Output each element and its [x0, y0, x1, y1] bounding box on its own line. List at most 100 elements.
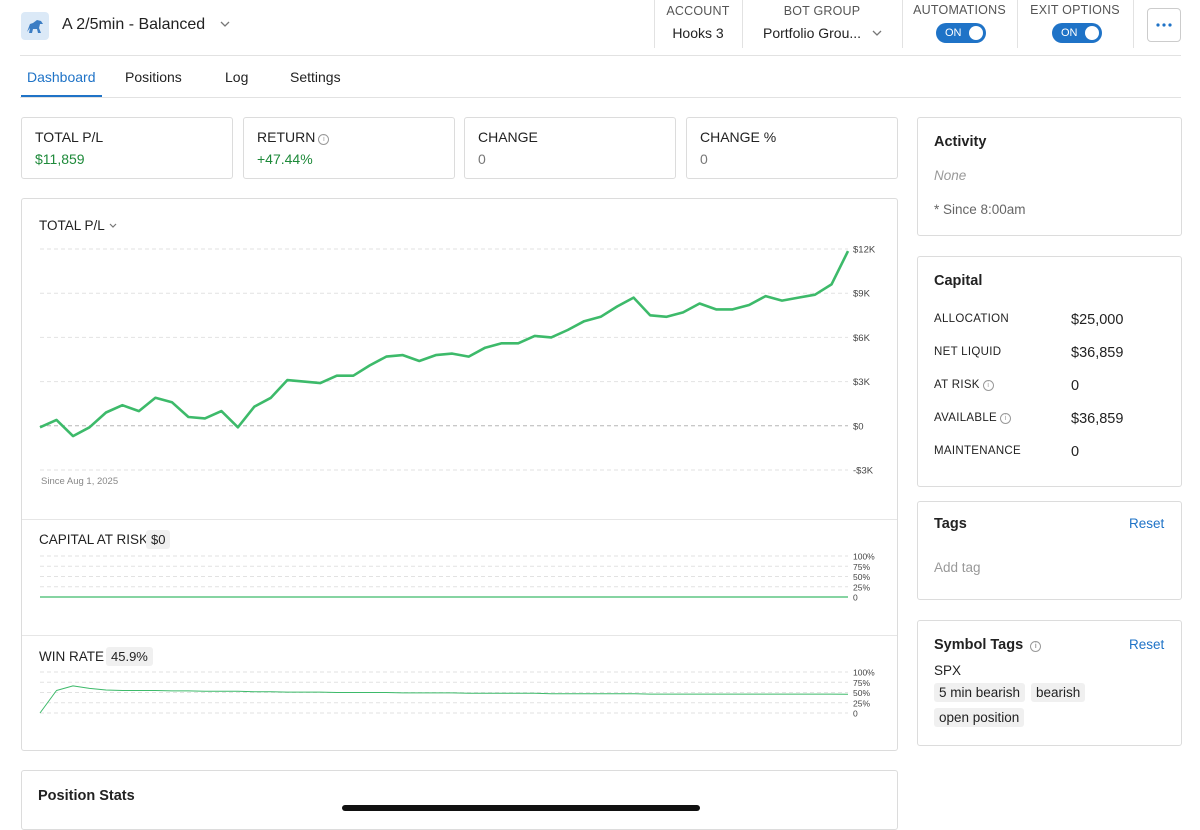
capital-label: ALLOCATION	[934, 313, 1009, 325]
y-tick-label: -$3K	[853, 466, 874, 477]
capital-label: MAINTENANCE	[934, 445, 1022, 457]
logo-icon	[27, 20, 43, 33]
y-tick-label: 100%	[853, 552, 875, 562]
symbol-tags-card: Symbol Tags i Reset SPX 5 min bearish be…	[917, 620, 1182, 746]
risk-chart-title: CAPITAL AT RISK	[39, 532, 149, 547]
stat-label: TOTAL P/L	[35, 129, 104, 145]
stat-label: RETURN i	[257, 129, 330, 145]
data-line	[39, 685, 849, 714]
tabs-divider	[20, 97, 1181, 98]
automations-toggle[interactable]: ON	[936, 23, 986, 43]
capital-value: 0	[1071, 378, 1080, 394]
stat-label: CHANGE	[478, 129, 538, 145]
capital-value: 0	[1071, 444, 1080, 460]
more-button[interactable]	[1147, 8, 1181, 42]
capital-value: $36,859	[1071, 411, 1124, 427]
toggle-text: ON	[945, 27, 962, 39]
y-tick-label: 100%	[853, 668, 875, 678]
capital-label: AVAILABLE i	[934, 412, 1012, 424]
title-chevron[interactable]	[219, 19, 231, 29]
capital-value: $36,859	[1071, 345, 1124, 361]
capital-card: Capital ALLOCATION $25,000 NET LIQUID $3…	[917, 256, 1182, 487]
chart-card	[21, 198, 898, 751]
bot-group-value[interactable]: Portfolio Grou...	[763, 25, 862, 41]
automations-label: AUTOMATIONS	[913, 3, 1006, 17]
add-tag-input[interactable]: Add tag	[934, 560, 981, 575]
stat-value: 0	[478, 151, 486, 167]
position-stats-card: Position Stats	[21, 770, 898, 830]
exit-options-label: EXIT OPTIONS	[1030, 3, 1120, 17]
section-divider	[22, 519, 897, 520]
toggle-text: ON	[1061, 27, 1078, 39]
exit-options-toggle[interactable]: ON	[1052, 23, 1102, 43]
info-icon[interactable]: i	[982, 380, 994, 391]
symbol-tag-chip: 5 min bearish	[934, 683, 1026, 702]
bot-group-label: BOT GROUP	[783, 4, 861, 18]
account-label: ACCOUNT	[666, 4, 730, 18]
y-tick-label: 25%	[853, 698, 870, 708]
separator	[1133, 0, 1134, 48]
pl-chart-note: Since Aug 1, 2025	[41, 476, 119, 487]
y-tick-label: $9K	[853, 289, 871, 300]
tab[interactable]: Log	[225, 69, 249, 85]
capital-label-text: AT RISK	[934, 379, 980, 391]
chevron	[109, 223, 117, 228]
bot-title: A 2/5min - Balanced	[62, 16, 206, 33]
stat-card: RETURN i +47.44%	[243, 117, 455, 179]
y-tick-label: 0	[853, 709, 858, 719]
bot-group-chevron[interactable]	[871, 28, 883, 38]
capital-label: NET LIQUID	[934, 346, 1002, 358]
stat-card: CHANGE % 0	[686, 117, 898, 179]
tags-reset[interactable]: Reset	[1129, 516, 1165, 531]
toggle-knob	[1085, 26, 1099, 40]
symbol-tag-chip: open position	[934, 708, 1025, 727]
separator	[654, 0, 655, 48]
tab[interactable]: Positions	[125, 69, 182, 85]
y-tick-label: 50%	[853, 688, 870, 698]
win-chart-title: WIN RATE	[39, 649, 104, 664]
stat-value: $11,859	[35, 151, 85, 167]
y-tick-label: 0	[853, 593, 858, 603]
data-line	[39, 250, 850, 438]
capital-title: Capital	[934, 273, 983, 289]
capital-label-text: AVAILABLE	[934, 412, 998, 424]
account-value: Hooks 3	[672, 25, 724, 41]
bot-logo	[21, 12, 49, 40]
separator	[902, 0, 903, 48]
y-tick-label: $0	[853, 421, 864, 432]
pl-chart-title[interactable]: TOTAL P/L	[39, 218, 118, 233]
tab[interactable]: Settings	[290, 69, 341, 85]
stat-value: 0	[700, 151, 708, 167]
separator	[742, 0, 743, 48]
header-divider	[20, 55, 1181, 56]
symbol-tags-reset[interactable]: Reset	[1129, 637, 1165, 652]
symbol-tags-title: Symbol Tags i	[934, 637, 1042, 653]
activity-note: * Since 8:00am	[934, 202, 1026, 217]
activity-card: Activity None * Since 8:00am	[917, 117, 1182, 236]
home-indicator	[342, 805, 700, 811]
info-icon[interactable]: i	[1030, 641, 1042, 652]
y-tick-label: 75%	[853, 678, 870, 688]
stat-label-text: RETURN	[257, 129, 316, 145]
y-tick-label: $3K	[853, 377, 871, 388]
position-stats-title: Position Stats	[38, 788, 135, 804]
section-divider	[22, 635, 897, 636]
tags-title: Tags	[934, 516, 967, 532]
y-tick-label: 50%	[853, 572, 870, 582]
tab[interactable]: Dashboard	[27, 69, 96, 85]
stat-value: +47.44%	[257, 151, 313, 167]
toggle-knob	[969, 26, 983, 40]
y-tick-label: 25%	[853, 582, 870, 592]
info-icon[interactable]: i	[318, 134, 330, 145]
info-icon[interactable]: i	[1000, 413, 1012, 424]
pl-chart-title-text: TOTAL P/L	[39, 218, 105, 233]
y-tick-label: $6K	[853, 333, 871, 344]
tags-card: Tags Reset Add tag	[917, 501, 1182, 600]
symbol-tags-title-text: Symbol Tags	[934, 637, 1024, 653]
more-icon	[1156, 23, 1172, 27]
risk-badge: $0	[146, 530, 171, 549]
stat-card: TOTAL P/L $11,859	[21, 117, 233, 179]
active-tab-indicator	[21, 95, 102, 97]
